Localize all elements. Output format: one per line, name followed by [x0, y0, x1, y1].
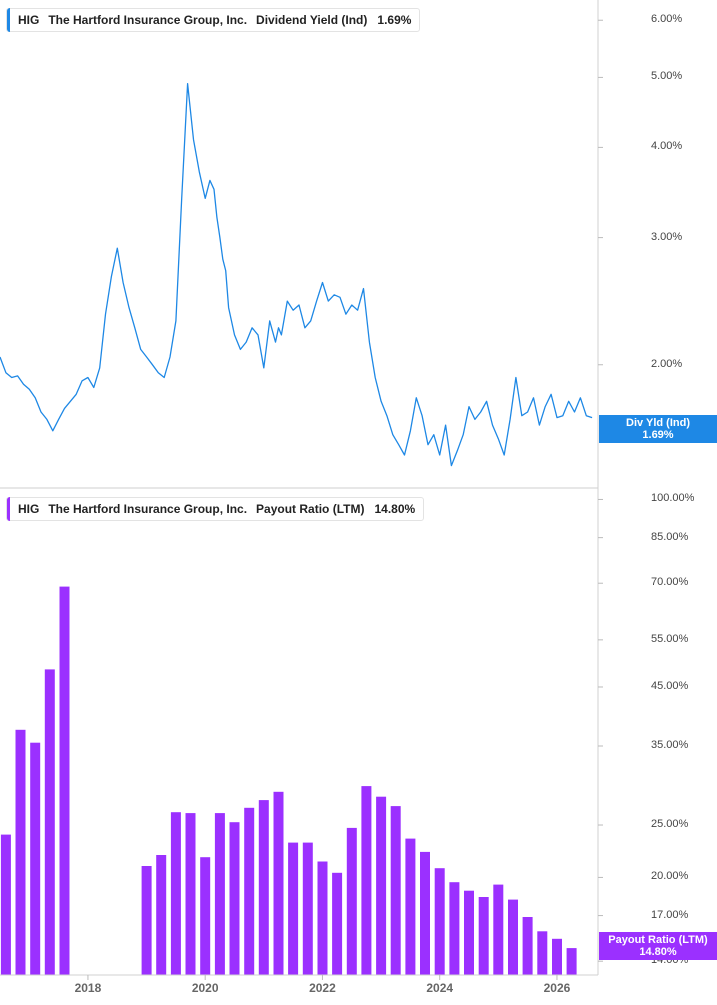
- bottom-legend-company: The Hartford Insurance Group, Inc.: [48, 502, 248, 516]
- bottom-legend-value: 14.80%: [374, 502, 416, 516]
- payout-ratio-bar: [44, 669, 55, 975]
- bottom-legend-swatch: [7, 497, 10, 521]
- payout-ratio-bar: [156, 855, 167, 975]
- bottom-y-tick-label: 100.00%: [651, 492, 695, 505]
- payout-ratio-bar: [537, 931, 548, 975]
- bottom-y-tick-label: 35.00%: [651, 738, 689, 751]
- x-tick-label: 2020: [191, 981, 219, 995]
- top-y-tick-label: 3.00%: [651, 230, 683, 243]
- payout-ratio-bar: [420, 851, 430, 975]
- div-yield-tag-value: 1.69%: [642, 429, 674, 441]
- bottom-legend-ticker: HIG: [18, 502, 40, 516]
- bottom-y-tick-label: 25.00%: [651, 818, 689, 831]
- bottom-y-tick-label: 17.00%: [651, 908, 689, 921]
- top-legend-swatch: [7, 8, 10, 32]
- payout-ratio-bar: [552, 938, 562, 975]
- x-tick-label: 2018: [74, 981, 102, 995]
- payout-ratio-bar: [390, 806, 401, 975]
- top-y-tick-label: 2.00%: [651, 357, 683, 370]
- x-tick-label: 2022: [309, 981, 336, 995]
- payout-ratio-bar: [346, 827, 357, 975]
- payout-ratio-bar: [361, 786, 372, 975]
- payout-ratio-bar: [170, 812, 181, 975]
- payout-ratio-bar: [405, 838, 416, 975]
- payout-ratio-tag-value: 14.80%: [639, 946, 677, 958]
- bottom-y-tick-label: 20.00%: [651, 870, 689, 883]
- payout-ratio-bar: [288, 842, 299, 975]
- payout-ratio-bar: [478, 897, 489, 975]
- payout-ratio-bar: [566, 948, 577, 975]
- dividend-yield-series: [0, 83, 593, 467]
- payout-ratio-bar: [141, 866, 152, 975]
- payout-ratio-bar: [522, 917, 533, 975]
- bottom-legend: HIG The Hartford Insurance Group, Inc. P…: [6, 497, 425, 521]
- payout-ratio-bar: [59, 586, 70, 975]
- top-legend-company: The Hartford Insurance Group, Inc.: [48, 13, 248, 27]
- payout-ratio-bar: [464, 890, 474, 975]
- payout-ratio-tag-label: Payout Ratio (LTM): [608, 934, 708, 946]
- payout-ratio-bar: [15, 729, 26, 975]
- payout-ratio-bar: [0, 834, 11, 975]
- payout-ratio-bar: [200, 857, 211, 975]
- payout-ratio-bar: [244, 807, 255, 975]
- dividend-yield-line: [0, 83, 593, 467]
- payout-ratio-bar: [185, 813, 196, 975]
- bottom-y-tick-label: 55.00%: [651, 632, 689, 645]
- payout-ratio-bar: [30, 742, 41, 975]
- payout-ratio-bar: [214, 813, 225, 975]
- payout-ratio-current-tag: Payout Ratio (LTM) 14.80%: [599, 932, 717, 960]
- bottom-y-tick-label: 85.00%: [651, 530, 689, 543]
- bottom-y-tick-label: 70.00%: [651, 576, 689, 589]
- top-legend: HIG The Hartford Insurance Group, Inc. D…: [6, 8, 421, 32]
- payout-ratio-bar: [508, 899, 518, 975]
- payout-ratio-bar: [229, 822, 240, 975]
- top-y-tick-label: 4.00%: [651, 140, 683, 153]
- bottom-legend-metric: Payout Ratio (LTM): [256, 502, 365, 516]
- x-tick-label: 2024: [426, 981, 454, 995]
- payout-ratio-bar: [493, 884, 504, 975]
- x-axis-tickmarks: [87, 975, 558, 980]
- x-tick-label: 2026: [543, 981, 571, 995]
- payout-ratio-bar: [317, 861, 328, 975]
- payout-ratio-series: [0, 586, 577, 975]
- top-legend-metric: Dividend Yield (Ind): [256, 13, 368, 27]
- payout-ratio-bar: [434, 868, 445, 975]
- div-yield-tag-label: Div Yld (Ind): [626, 417, 690, 429]
- payout-ratio-bar: [258, 800, 269, 975]
- top-y-tick-label: 5.00%: [651, 70, 683, 83]
- payout-ratio-bar: [302, 842, 313, 975]
- payout-ratio-bar: [449, 882, 460, 975]
- payout-ratio-bar: [376, 796, 387, 975]
- payout-ratio-bar: [273, 791, 284, 975]
- top-legend-value: 1.69%: [377, 13, 412, 27]
- div-yield-current-tag: Div Yld (Ind) 1.69%: [599, 415, 717, 443]
- bottom-y-tick-label: 45.00%: [651, 679, 689, 692]
- payout-ratio-bar: [332, 872, 343, 975]
- top-y-tick-label: 6.00%: [651, 13, 683, 26]
- top-legend-ticker: HIG: [18, 13, 40, 27]
